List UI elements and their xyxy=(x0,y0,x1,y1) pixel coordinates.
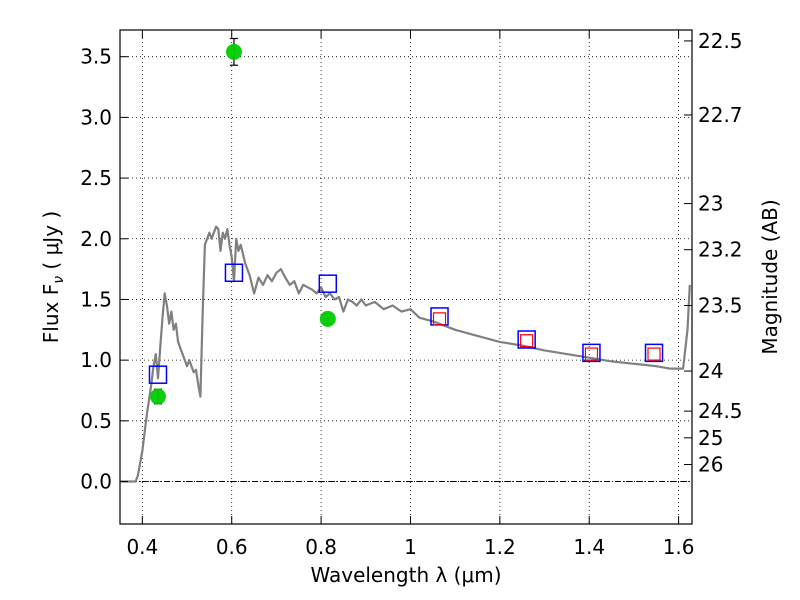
x-tick-label-5: 1.4 xyxy=(573,535,605,559)
observed-optical-point-1 xyxy=(225,43,242,60)
y-tick-label-2: 1.0 xyxy=(80,348,112,372)
mag-tick-label-7: 25 xyxy=(698,426,723,450)
x-tick-label-3: 1 xyxy=(404,535,417,559)
model-photometry-point-0 xyxy=(148,365,168,384)
mag-tick-label-1: 22.7 xyxy=(698,103,743,127)
observed-nir-point-3 xyxy=(647,347,661,361)
x-axis-title: Wavelength λ (μm) xyxy=(310,563,501,587)
y-tick-label-6: 3.0 xyxy=(80,105,112,129)
y-tick-label-1: 0.5 xyxy=(80,409,112,433)
plot-frame xyxy=(119,29,693,525)
model-photometry-point-5 xyxy=(582,343,601,363)
y-tick-label-4: 2.0 xyxy=(80,227,112,251)
x-tick-label-6: 1.6 xyxy=(663,535,695,559)
y-axis-ticks: 0.0 0.5 1.0 1.5 2.0 2.5 3.0 3.5 xyxy=(80,45,128,494)
observed-nir-point-2 xyxy=(584,347,599,361)
magnitude-axis-title: Magnitude (AB) xyxy=(758,199,782,354)
y-axis-title-unit: ( μJy ) xyxy=(39,211,63,276)
model-photometry-point-4 xyxy=(517,330,536,349)
y-tick-label-5: 2.5 xyxy=(80,166,112,190)
mag-tick-label-8: 26 xyxy=(698,453,723,477)
y-axis-title: Flux Fν ( μJy ) xyxy=(39,211,67,343)
model-sed-line xyxy=(120,225,691,483)
model-photometry-point-6 xyxy=(644,343,664,363)
x-tick-label-4: 1.2 xyxy=(484,535,516,559)
observed-nir-point-0 xyxy=(432,312,447,326)
y-axis-title-main: Flux F xyxy=(39,284,63,343)
x-tick-label-2: 0.8 xyxy=(305,535,337,559)
model-photometry-point-1 xyxy=(224,263,244,283)
y-tick-label-0: 0.0 xyxy=(80,470,112,494)
y-tick-label-7: 3.5 xyxy=(80,45,112,69)
y-tick-label-3: 1.5 xyxy=(80,287,112,311)
plot-area xyxy=(120,37,691,483)
mag-tick-label-6: 24.5 xyxy=(698,399,743,423)
observed-optical-point-2 xyxy=(319,310,336,327)
mag-tick-label-4: 23.5 xyxy=(698,294,743,318)
mag-tick-label-2: 23 xyxy=(698,192,723,216)
observed-optical-point-0 xyxy=(149,388,166,405)
mag-tick-label-0: 22.5 xyxy=(698,29,743,53)
observed-nir-series xyxy=(432,312,661,361)
mag-tick-label-5: 24 xyxy=(698,359,723,383)
y-axis-title-subscript: ν xyxy=(51,276,67,284)
model-photometry-point-2 xyxy=(318,274,338,293)
x-axis-ticks: 0.4 0.6 0.8 1 1.2 1.4 1.6 xyxy=(126,30,695,559)
x-tick-label-1: 0.6 xyxy=(216,535,248,559)
observed-nir-point-1 xyxy=(520,334,534,348)
observed-optical-series xyxy=(149,37,336,405)
x-tick-label-0: 0.4 xyxy=(126,535,158,559)
mag-tick-label-3: 23.2 xyxy=(698,238,743,262)
magnitude-axis-ticks: 22.5 22.7 23 23.2 23.5 24 24.5 25 26 xyxy=(684,29,743,477)
